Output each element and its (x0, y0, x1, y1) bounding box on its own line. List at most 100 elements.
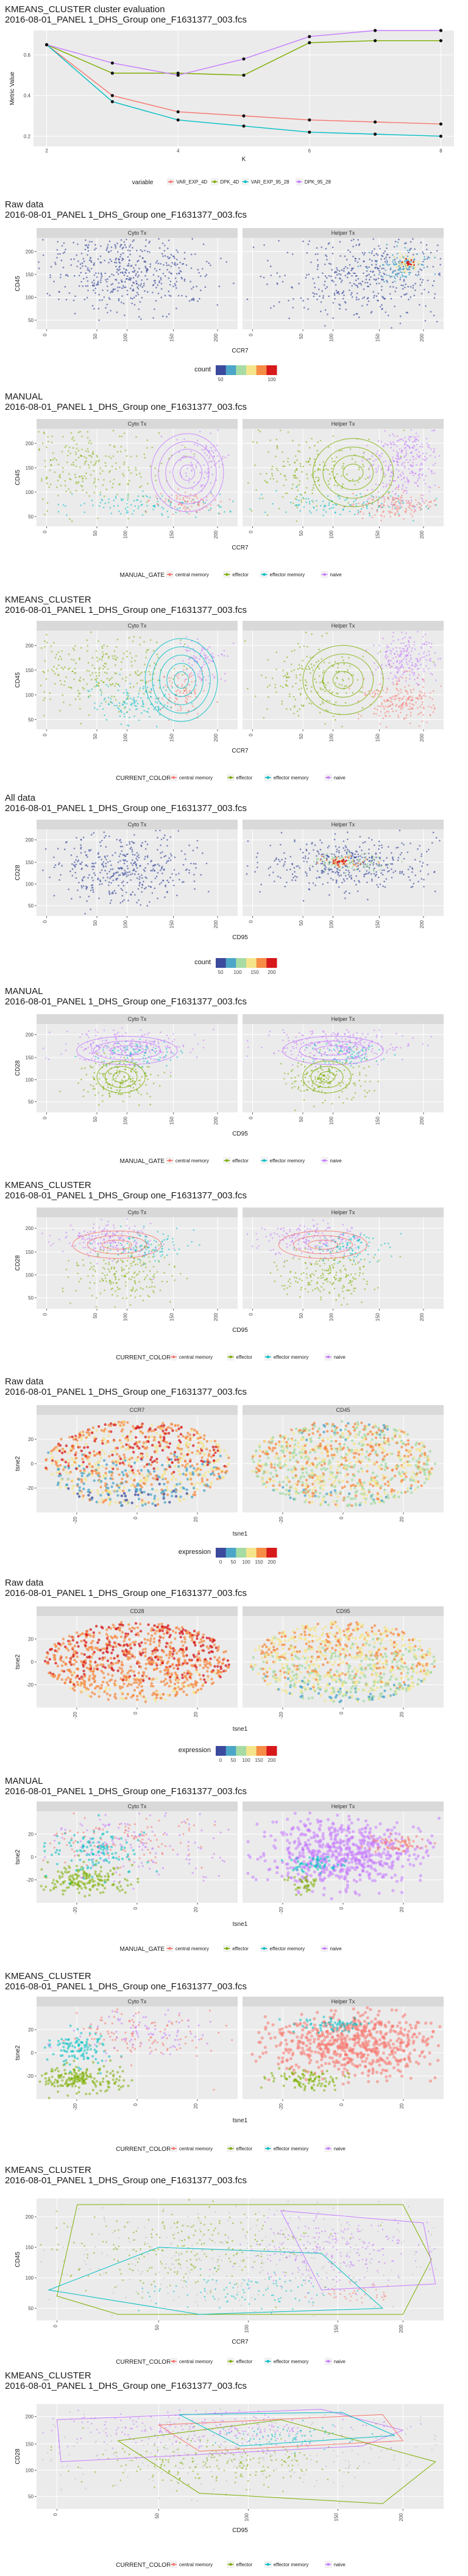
data-point (399, 647, 401, 649)
data-point (158, 883, 161, 886)
data-point (127, 263, 130, 265)
legend-item-label: effector memory (270, 572, 305, 578)
data-point (308, 503, 311, 505)
data-point (280, 473, 282, 475)
data-point (303, 860, 305, 862)
data-point (415, 657, 417, 660)
data-point (322, 671, 324, 674)
data-point (358, 511, 360, 513)
data-point (400, 852, 403, 854)
data-point (140, 501, 142, 503)
data-point (185, 455, 188, 457)
data-point (402, 485, 404, 487)
data-point (419, 470, 420, 472)
data-point (411, 886, 414, 888)
data-point (77, 431, 80, 434)
data-point (92, 891, 94, 893)
data-point (154, 474, 157, 477)
data-point (403, 642, 405, 644)
data-point (305, 684, 307, 687)
data-point (189, 673, 191, 675)
data-point (405, 257, 407, 260)
data-point (314, 458, 316, 460)
data-point (106, 855, 108, 857)
data-point (347, 267, 349, 269)
data-point (388, 846, 389, 848)
data-point (344, 845, 347, 847)
data-point (275, 651, 278, 653)
data-point (378, 876, 380, 878)
data-point (408, 265, 411, 268)
data-point (385, 878, 388, 880)
data-point (397, 495, 400, 497)
data-point (386, 687, 388, 689)
data-point (132, 240, 134, 243)
data-point (127, 695, 130, 697)
data-point (157, 657, 159, 659)
data-point (57, 479, 59, 482)
data-point (247, 865, 249, 867)
data-point (166, 316, 168, 318)
x-tick-label: 150 (375, 733, 380, 742)
data-point (117, 861, 119, 864)
data-point (171, 262, 174, 264)
data-point (438, 487, 440, 488)
data-point (428, 668, 430, 670)
data-point (78, 882, 80, 884)
data-point (419, 712, 420, 715)
data-point (381, 503, 383, 505)
data-point (360, 284, 363, 286)
data-point (420, 878, 423, 880)
data-point (289, 693, 291, 695)
data-point (407, 868, 410, 870)
data-point (306, 860, 308, 863)
data-point (90, 442, 92, 445)
data-point (130, 862, 132, 864)
data-point (342, 508, 344, 510)
data-point (103, 296, 105, 298)
data-point (402, 473, 405, 475)
data-point (410, 502, 412, 504)
data-point (356, 679, 359, 681)
data-point (172, 657, 174, 660)
data-point (299, 674, 302, 676)
data-point (386, 444, 389, 446)
data-point (138, 878, 140, 880)
data-point (371, 499, 373, 501)
data-point (388, 434, 391, 437)
data-point (79, 659, 80, 660)
data-point (307, 478, 308, 479)
facet-label: Cyto Tx (128, 623, 147, 629)
data-point (332, 879, 334, 881)
data-point (345, 869, 347, 871)
data-point (160, 282, 163, 285)
data-point (90, 674, 91, 676)
data-point (152, 1046, 155, 1048)
data-point (399, 854, 402, 856)
data-point (118, 702, 121, 704)
data-point (399, 271, 402, 273)
data-point (309, 510, 311, 512)
data-point (269, 439, 272, 442)
data-point (361, 853, 363, 855)
data-point (380, 865, 382, 867)
data-point (72, 447, 74, 449)
data-point (110, 900, 112, 901)
data-point (317, 476, 319, 479)
data-point (343, 295, 345, 296)
data-point (377, 467, 379, 469)
data-point (431, 470, 433, 472)
data-point (363, 874, 365, 876)
data-point (121, 248, 124, 249)
data-point (412, 456, 414, 457)
data-point (136, 856, 138, 857)
data-point (386, 867, 389, 868)
data-point (395, 646, 397, 649)
data-point (136, 867, 138, 869)
data-point (378, 845, 380, 846)
data-point (393, 264, 395, 266)
data-point (189, 649, 191, 651)
data-point (212, 495, 214, 497)
data-point (306, 487, 308, 489)
data-point (395, 666, 397, 668)
